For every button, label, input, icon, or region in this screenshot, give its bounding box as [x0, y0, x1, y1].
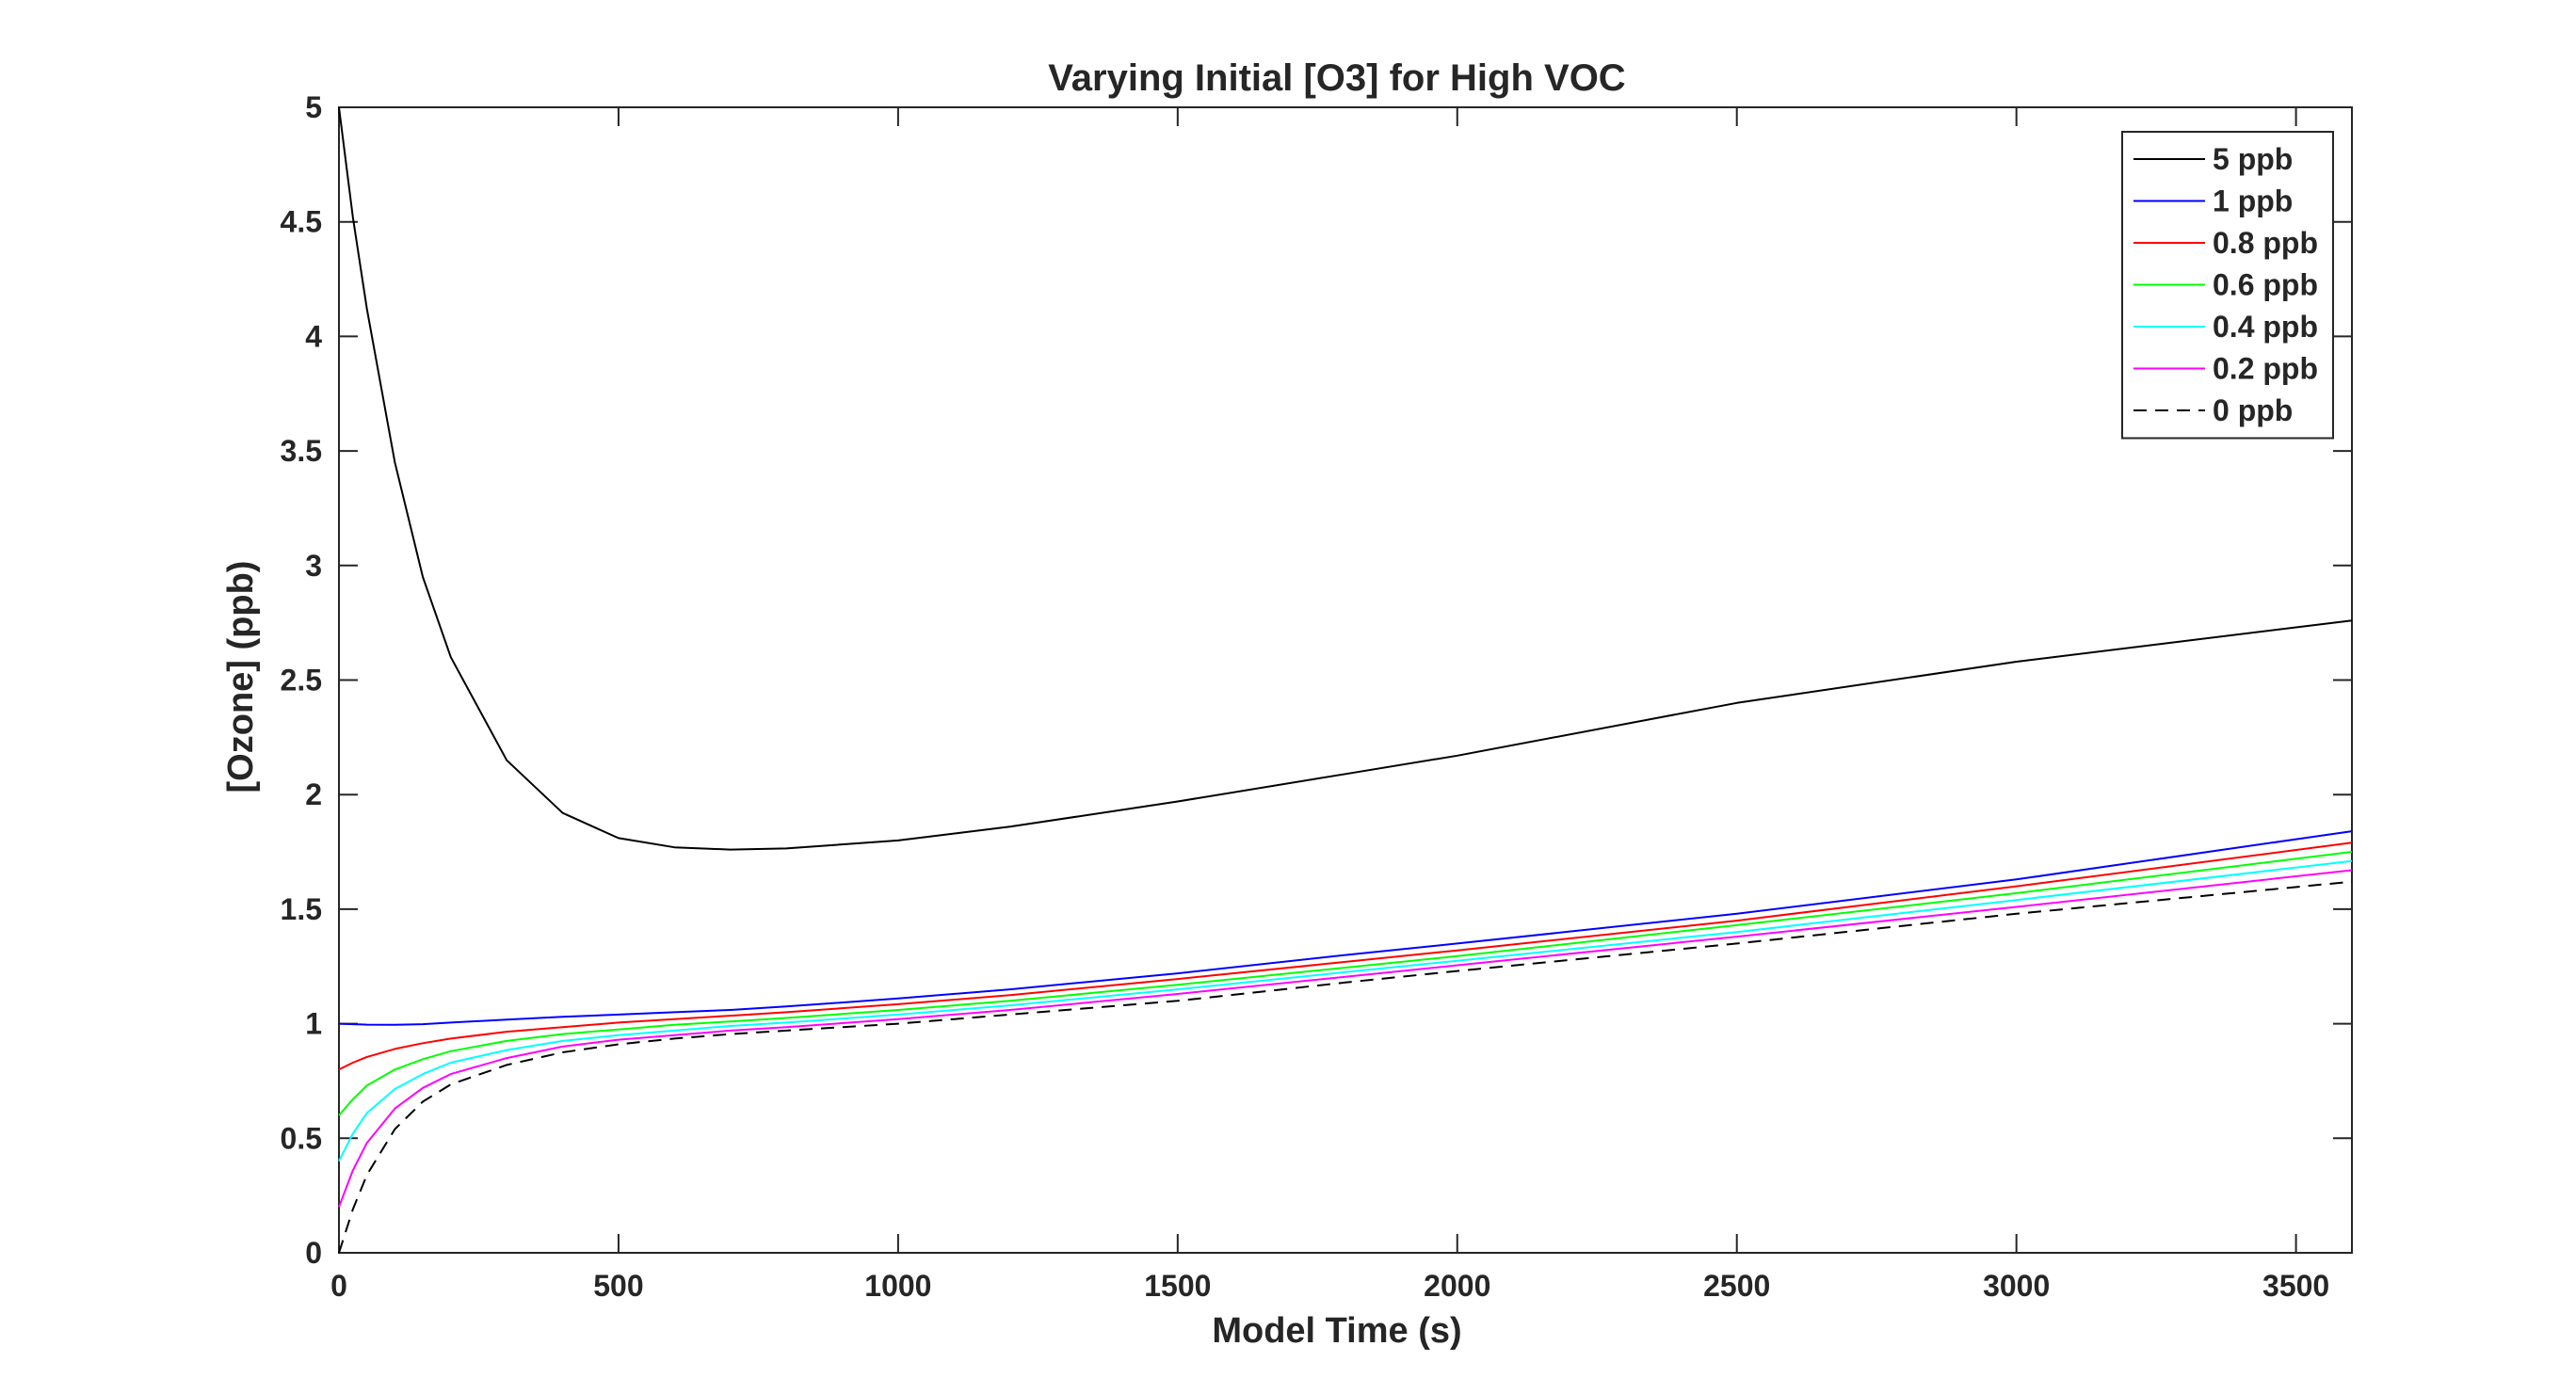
series-line-6 — [338, 880, 2353, 1254]
legend-label: 1 ppb — [2213, 184, 2293, 218]
series-line-3 — [338, 851, 2353, 1116]
legend: 5 ppb 1 ppb 0.8 ppb 0.6 ppb 0.4 ppb 0.2 ppb 0 … — [2121, 131, 2334, 440]
y-axis-label: [Ozone] (ppb) — [221, 561, 261, 793]
series-line-5 — [338, 869, 2353, 1208]
x-tick-label: 0 — [330, 1269, 347, 1303]
legend-label: 0 ppb — [2213, 393, 2293, 427]
x-tick-label: 1000 — [864, 1269, 931, 1303]
x-tick-label: 1500 — [1144, 1269, 1211, 1303]
series-line-1 — [338, 830, 2353, 1026]
y-tick-label: 3.5 — [281, 434, 322, 468]
legend-label: 0.2 ppb — [2213, 352, 2318, 386]
series-line-0 — [338, 106, 2353, 851]
y-tick-label: 4.5 — [281, 205, 322, 239]
y-tick-label: 0 — [305, 1236, 322, 1270]
legend-label: 0.4 ppb — [2213, 310, 2318, 344]
plot-frame — [338, 106, 2353, 1254]
legend-label: 0.8 ppb — [2213, 226, 2318, 260]
x-tick-label: 2500 — [1703, 1269, 1770, 1303]
y-tick-label: 4 — [305, 319, 322, 353]
y-tick-label: 3 — [305, 549, 322, 583]
x-tick-label: 3000 — [1983, 1269, 2050, 1303]
legend-label: 5 ppb — [2213, 142, 2293, 176]
x-tick-label: 500 — [593, 1269, 643, 1303]
plot-area: 0 500 1000 1500 2000 2500 3000 3500 0 0.5 1 1.5 2 2.5… — [281, 90, 2353, 1303]
x-axis-label: Model Time (s) — [1212, 1311, 1461, 1351]
y-tick-label: 2.5 — [281, 664, 322, 697]
x-tick-label: 2000 — [1424, 1269, 1490, 1303]
x-tick-label: 3500 — [2262, 1269, 2329, 1303]
y-tick-label: 1.5 — [281, 892, 322, 926]
series-line-2 — [338, 841, 2353, 1071]
legend-label: 0.6 ppb — [2213, 268, 2318, 302]
y-tick-label: 0.5 — [281, 1121, 322, 1155]
series-line-4 — [338, 859, 2353, 1162]
y-tick-label: 2 — [305, 777, 322, 811]
chart-title: Varying Initial [O3] for High VOC — [1048, 57, 1625, 99]
y-tick-label: 1 — [305, 1007, 322, 1041]
y-tick-label: 5 — [305, 90, 322, 124]
